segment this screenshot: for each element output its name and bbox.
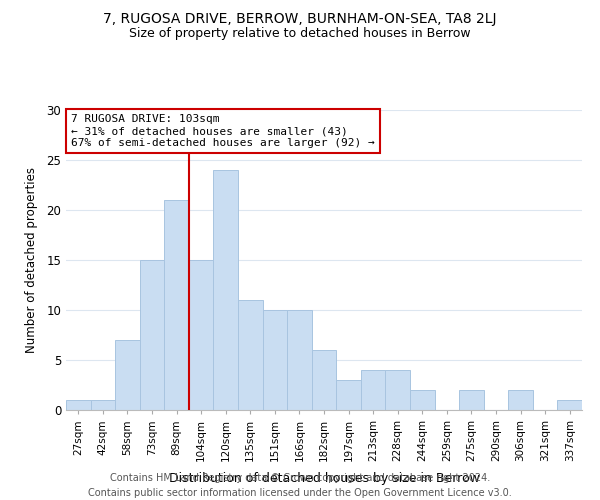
Text: Size of property relative to detached houses in Berrow: Size of property relative to detached ho… [129, 28, 471, 40]
Bar [140, 260, 164, 410]
Bar [263, 310, 287, 410]
Bar [287, 310, 312, 410]
Bar [66, 400, 91, 410]
Bar [385, 370, 410, 410]
Bar [91, 400, 115, 410]
Bar [557, 400, 582, 410]
Text: 7 RUGOSA DRIVE: 103sqm
← 31% of detached houses are smaller (43)
67% of semi-det: 7 RUGOSA DRIVE: 103sqm ← 31% of detached… [71, 114, 375, 148]
Bar [214, 170, 238, 410]
Bar [115, 340, 140, 410]
Bar [508, 390, 533, 410]
Bar [189, 260, 214, 410]
X-axis label: Distribution of detached houses by size in Berrow: Distribution of detached houses by size … [169, 472, 479, 486]
Bar [361, 370, 385, 410]
Text: Contains HM Land Registry data © Crown copyright and database right 2024.
Contai: Contains HM Land Registry data © Crown c… [88, 472, 512, 498]
Bar [238, 300, 263, 410]
Bar [312, 350, 336, 410]
Bar [459, 390, 484, 410]
Text: 7, RUGOSA DRIVE, BERROW, BURNHAM-ON-SEA, TA8 2LJ: 7, RUGOSA DRIVE, BERROW, BURNHAM-ON-SEA,… [103, 12, 497, 26]
Bar [336, 380, 361, 410]
Y-axis label: Number of detached properties: Number of detached properties [25, 167, 38, 353]
Bar [410, 390, 434, 410]
Bar [164, 200, 189, 410]
